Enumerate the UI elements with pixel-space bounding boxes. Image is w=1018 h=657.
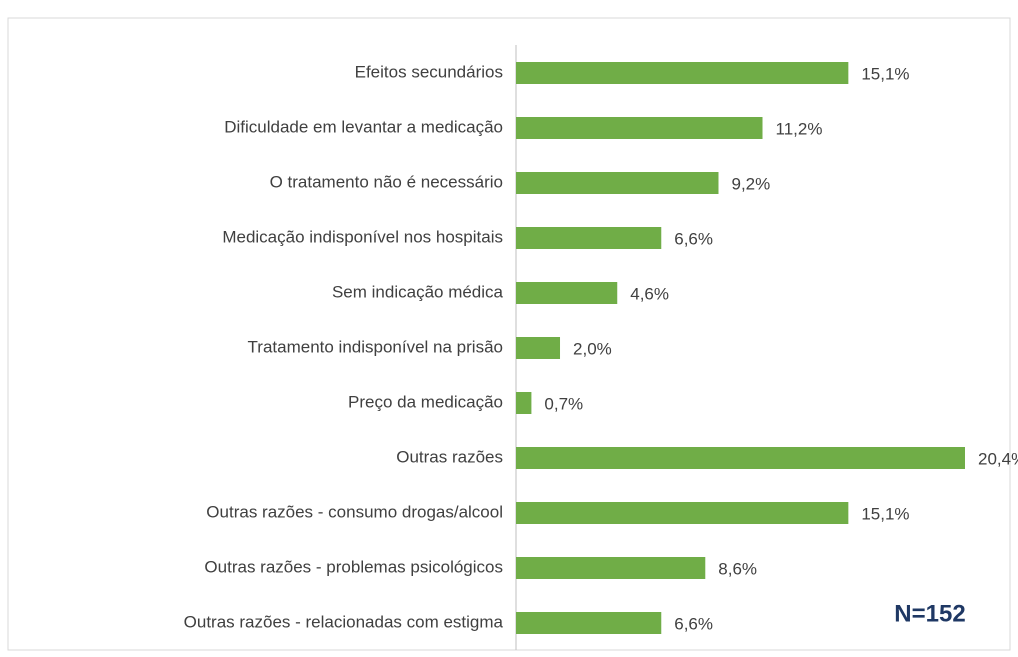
bar — [516, 392, 532, 414]
annotation: N=152 — [894, 600, 965, 627]
chart-border — [7, 17, 1011, 651]
bar — [516, 557, 706, 579]
value-label: 15,1% — [861, 64, 909, 83]
value-label: 4,6% — [630, 284, 669, 303]
value-label: 11,2% — [776, 119, 823, 138]
value-label: 9,2% — [731, 174, 770, 193]
category-label: Outras razões - consumo drogas/alcool — [206, 502, 503, 521]
value-label: 6,6% — [674, 229, 713, 248]
category-label: Preço da medicação — [348, 392, 503, 411]
bar — [516, 612, 662, 634]
value-label: 6,6% — [674, 614, 713, 633]
bar — [516, 447, 965, 469]
value-label: 8,6% — [718, 559, 757, 578]
category-label: Medicação indisponível nos hospitais — [222, 227, 503, 246]
bar — [516, 117, 763, 139]
bar — [516, 282, 618, 304]
value-label: 20,4% — [978, 449, 1018, 468]
bar — [516, 172, 719, 194]
category-label: Outras razões — [396, 447, 503, 466]
category-label: Dificuldade em levantar a medicação — [224, 117, 503, 136]
value-label: 0,7% — [544, 394, 583, 413]
category-label: Sem indicação médica — [332, 282, 504, 301]
category-label: Outras razões - problemas psicológicos — [204, 557, 503, 576]
value-label: 2,0% — [573, 339, 612, 358]
category-label: Tratamento indisponível na prisão — [248, 337, 503, 356]
bar — [516, 62, 849, 84]
category-label: Efeitos secundários — [355, 62, 503, 81]
bar — [516, 502, 849, 524]
bar — [516, 227, 662, 249]
bar — [516, 337, 561, 359]
category-label: O tratamento não é necessário — [270, 172, 503, 191]
value-label: 15,1% — [861, 504, 909, 523]
category-label: Outras razões - relacionadas com estigma — [184, 612, 504, 631]
